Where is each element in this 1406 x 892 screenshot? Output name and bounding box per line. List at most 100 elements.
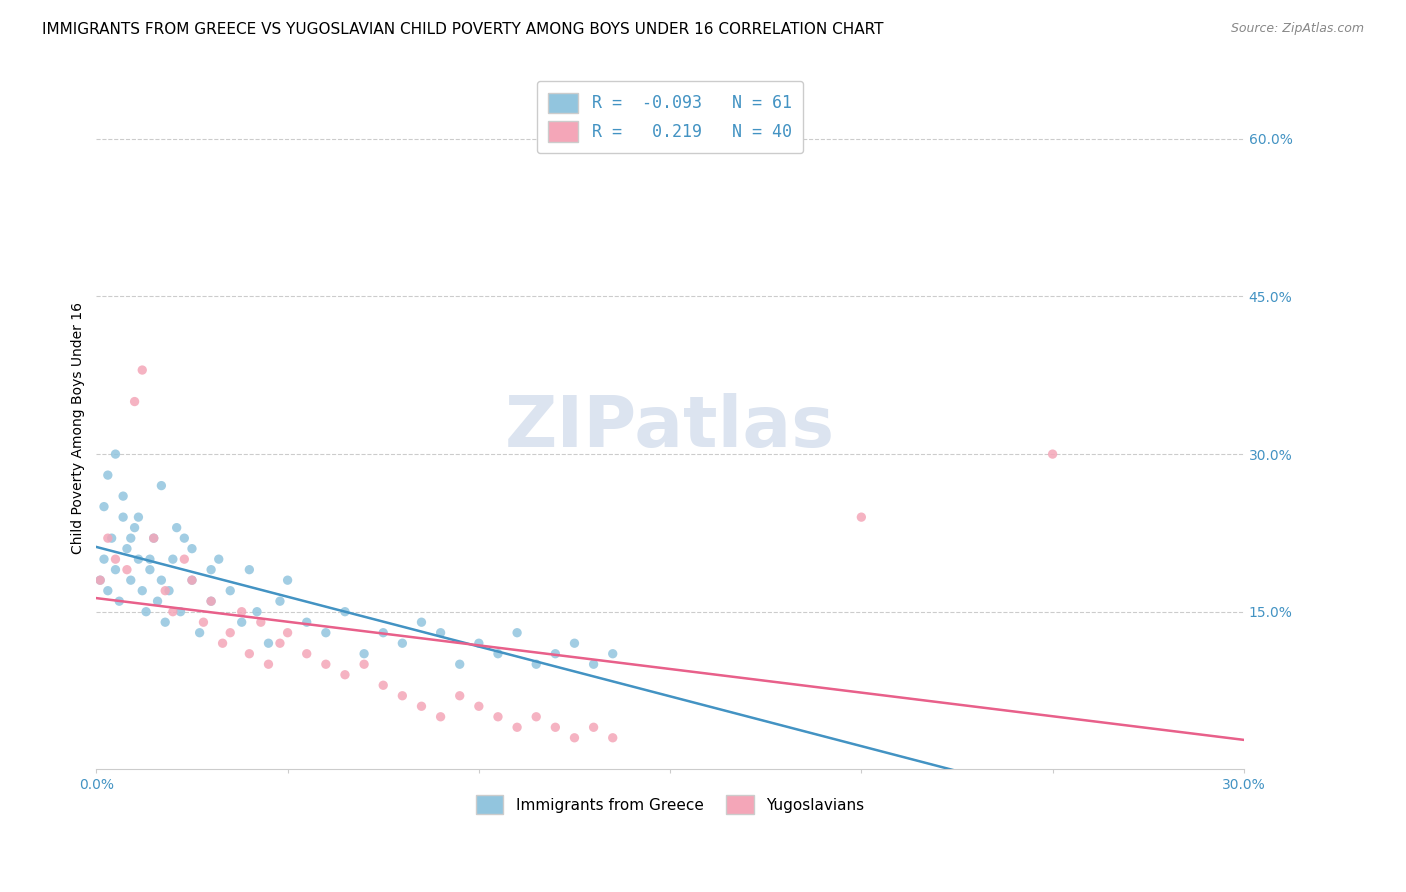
Point [486, 710, 509, 724]
Point [468, 636, 491, 650]
Point [93, 552, 115, 566]
Text: IMMIGRANTS FROM GREECE VS YUGOSLAVIAN CHILD POVERTY AMONG BOYS UNDER 16 CORRELAT: IMMIGRANTS FROM GREECE VS YUGOSLAVIAN CH… [42, 22, 884, 37]
Point [333, 667, 356, 681]
Point [166, 521, 188, 535]
Point [200, 594, 222, 608]
Point [127, 552, 149, 566]
Text: Source: ZipAtlas.com: Source: ZipAtlas.com [1230, 22, 1364, 36]
Point [257, 636, 280, 650]
Point [112, 510, 135, 524]
Point [353, 657, 375, 672]
Point [120, 531, 142, 545]
Point [97, 468, 120, 483]
Point [127, 510, 149, 524]
Point [97, 583, 120, 598]
Point [411, 699, 433, 714]
Point [139, 563, 162, 577]
Point [200, 594, 222, 608]
Point [146, 594, 169, 608]
Point [219, 583, 242, 598]
Point [277, 573, 299, 587]
Point [544, 647, 567, 661]
Point [269, 594, 291, 608]
Point [231, 615, 253, 630]
Point [124, 521, 146, 535]
Point [486, 647, 509, 661]
Point [135, 605, 157, 619]
Point [315, 657, 337, 672]
Point [131, 363, 153, 377]
Point [181, 541, 204, 556]
Point [142, 531, 165, 545]
Point [373, 678, 395, 692]
Point [246, 605, 269, 619]
Point [353, 647, 375, 661]
Point [162, 552, 184, 566]
Point [139, 552, 162, 566]
Point [295, 615, 318, 630]
Point [429, 710, 451, 724]
Point [238, 647, 260, 661]
Point [524, 710, 547, 724]
Point [150, 573, 173, 587]
Point [449, 689, 471, 703]
Point [429, 625, 451, 640]
Point [104, 447, 127, 461]
Point [115, 563, 138, 577]
Point [231, 605, 253, 619]
Point [524, 657, 547, 672]
Point [124, 394, 146, 409]
Point [169, 605, 191, 619]
Point [506, 625, 529, 640]
Point [153, 583, 176, 598]
Point [120, 573, 142, 587]
Point [104, 563, 127, 577]
Point [295, 647, 318, 661]
Point [602, 731, 624, 745]
Point [173, 531, 195, 545]
Point [104, 552, 127, 566]
Point [157, 583, 180, 598]
Point [188, 625, 211, 640]
Point [506, 720, 529, 734]
Point [851, 510, 873, 524]
Point [200, 563, 222, 577]
Point [219, 625, 242, 640]
Point [162, 605, 184, 619]
Point [468, 699, 491, 714]
Point [208, 552, 231, 566]
Point [602, 647, 624, 661]
Point [131, 583, 153, 598]
Point [108, 594, 131, 608]
Point [564, 731, 586, 745]
Point [89, 573, 111, 587]
Point [142, 531, 165, 545]
Point [153, 615, 176, 630]
Point [112, 489, 135, 503]
Point [391, 689, 413, 703]
Y-axis label: Child Poverty Among Boys Under 16: Child Poverty Among Boys Under 16 [72, 301, 86, 554]
Point [277, 625, 299, 640]
Point [193, 615, 215, 630]
Point [333, 605, 356, 619]
Point [582, 657, 605, 672]
Point [150, 478, 173, 492]
Point [100, 531, 122, 545]
Point [582, 720, 605, 734]
Legend: Immigrants from Greece, Yugoslavians: Immigrants from Greece, Yugoslavians [467, 786, 873, 823]
Point [315, 625, 337, 640]
Text: ZIPatlas: ZIPatlas [505, 393, 835, 462]
Point [211, 636, 233, 650]
Point [391, 636, 413, 650]
Point [173, 552, 195, 566]
Point [269, 636, 291, 650]
Point [238, 563, 260, 577]
Point [544, 720, 567, 734]
Point [250, 615, 273, 630]
Point [411, 615, 433, 630]
Point [181, 573, 204, 587]
Point [93, 500, 115, 514]
Point [373, 625, 395, 640]
Point [1042, 447, 1064, 461]
Point [89, 573, 111, 587]
